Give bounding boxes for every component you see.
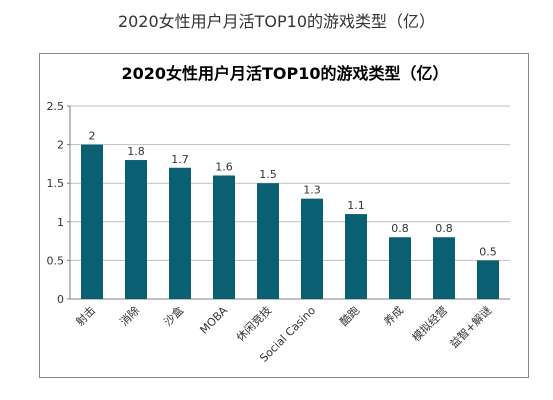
y-tick-label: 2.5 (47, 100, 65, 113)
x-tick-label: 模拟经营 (409, 303, 450, 344)
bar (213, 175, 235, 299)
bars (81, 144, 499, 299)
data-label: 0.8 (391, 222, 409, 235)
chart-title: 2020女性用户月活TOP10的游戏类型（亿） (121, 64, 448, 83)
data-label: 1.6 (215, 160, 233, 173)
bar (345, 214, 367, 299)
bar (169, 167, 191, 299)
bar (433, 237, 455, 299)
x-tick-label: 酷跑 (337, 303, 362, 328)
data-label: 1.5 (259, 168, 277, 181)
data-label: 0.8 (435, 222, 453, 235)
bar (389, 237, 411, 299)
x-tick-label: 养成 (381, 303, 406, 328)
y-tick-label: 0 (57, 293, 64, 306)
x-tick-label: MOBA (197, 304, 230, 337)
y-tick-label: 1 (57, 216, 64, 229)
y-tick-label: 2 (57, 139, 64, 152)
data-label: 1.3 (303, 184, 321, 197)
x-tick-label: 沙盒 (161, 303, 186, 328)
x-tick-label: 消除 (117, 303, 142, 328)
bar-chart: 2020女性用户月活TOP10的游戏类型（亿） 0 0.5 1 1.5 2 2.5 2 射击 1… (47, 64, 510, 365)
bar (477, 260, 499, 299)
bar (81, 144, 103, 299)
x-tick-label: 休闲竞技 (233, 303, 274, 344)
data-label: 1.8 (127, 145, 145, 158)
y-tick-label: 1.5 (47, 177, 65, 190)
bar (257, 183, 279, 299)
x-tick-label: 益智+解谜 (447, 303, 495, 351)
bar (125, 160, 147, 299)
y-tick-label: 0.5 (47, 254, 65, 267)
x-tick-label: 射击 (73, 303, 98, 328)
data-label: 1.1 (347, 199, 365, 212)
data-label: 1.7 (171, 153, 189, 166)
chart-frame: 2020女性用户月活TOP10的游戏类型（亿） 0 0.5 1 1.5 2 2.5 2 射击 1… (39, 53, 529, 378)
data-label: 0.5 (479, 245, 497, 258)
bar (301, 198, 323, 299)
data-label: 2 (89, 130, 96, 143)
page-title: 2020女性用户月活TOP10的游戏类型（亿） (117, 12, 436, 31)
